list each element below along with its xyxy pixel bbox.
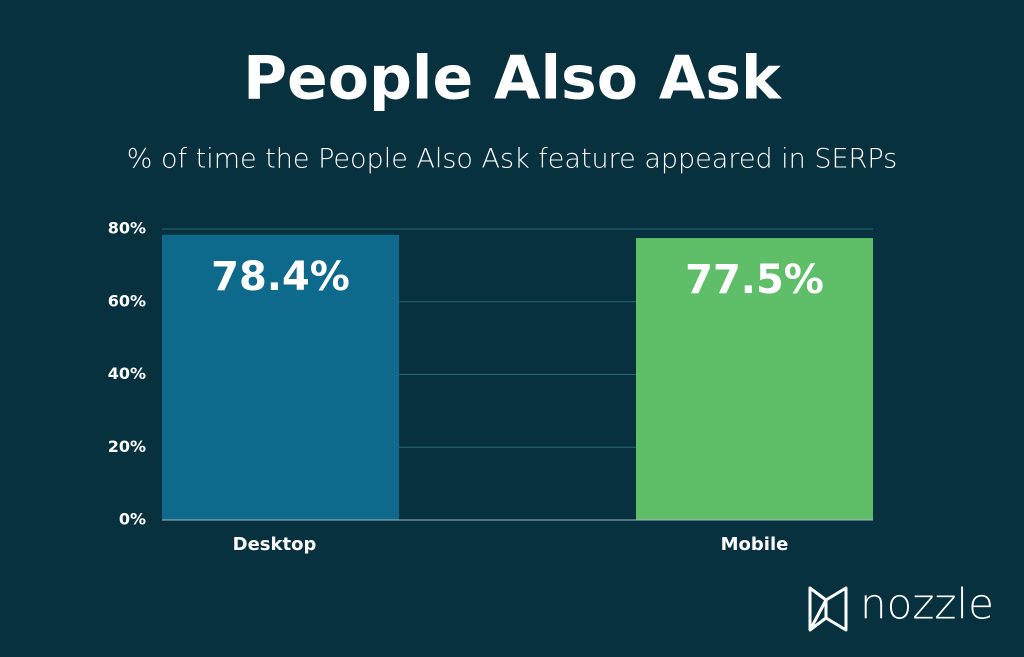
x-tick-label: Desktop xyxy=(233,534,317,555)
value-label: 77.5% xyxy=(685,257,824,303)
logo-icon xyxy=(808,586,848,632)
chart-subtitle: % of time the People Also Ask feature ap… xyxy=(127,144,897,175)
bar xyxy=(162,234,399,520)
chart-title: People Also Ask xyxy=(243,44,783,114)
x-tick-label: Mobile xyxy=(721,534,789,555)
y-tick-label: 80% xyxy=(108,219,146,238)
y-tick-label: 20% xyxy=(108,437,146,456)
bar xyxy=(636,238,873,520)
y-tick-label: 40% xyxy=(108,364,146,383)
logo-text: nozzle xyxy=(860,580,994,629)
value-label: 78.4% xyxy=(211,254,350,300)
y-tick-label: 0% xyxy=(119,510,146,529)
y-tick-label: 60% xyxy=(108,291,146,310)
